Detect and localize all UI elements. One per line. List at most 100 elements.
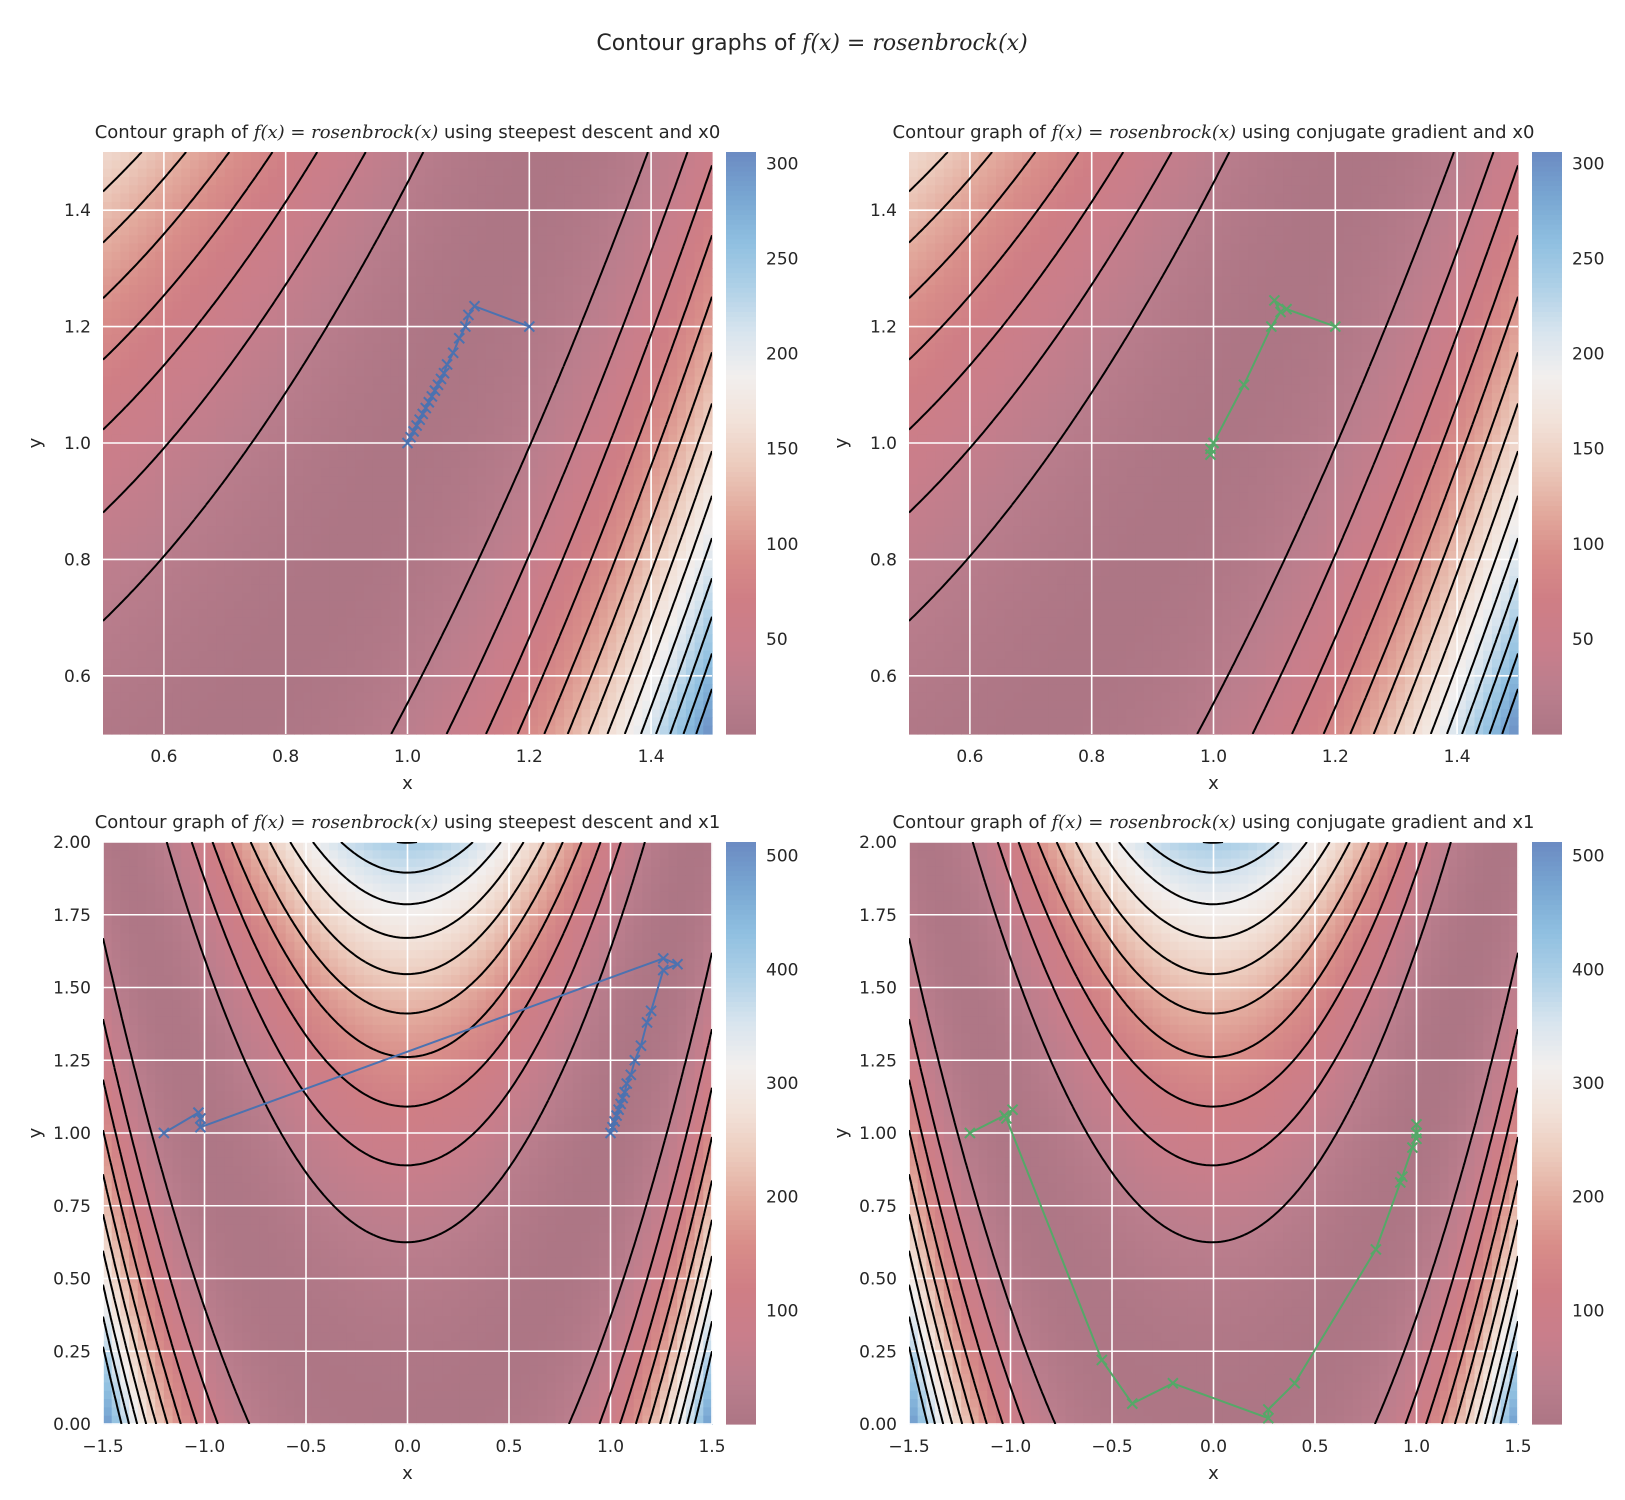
- heatmap-cell: [486, 219, 495, 228]
- heatmap-cell: [294, 243, 303, 252]
- heatmap-cell: [312, 418, 321, 427]
- heatmap-cell: [216, 643, 225, 652]
- heatmap-cell: [303, 643, 312, 652]
- heatmap-cell: [416, 443, 425, 452]
- heatmap-cell: [529, 368, 538, 377]
- heatmap-cell: [495, 260, 504, 269]
- heatmap-cell: [312, 460, 321, 469]
- heatmap-cell: [347, 684, 356, 693]
- heatmap-cell: [312, 651, 321, 660]
- heatmap-cell: [234, 227, 243, 236]
- heatmap-cell: [199, 684, 208, 693]
- heatmap-cell: [120, 684, 129, 693]
- heatmap-cell: [373, 426, 382, 435]
- heatmap-cell: [608, 634, 617, 643]
- heatmap-cell: [303, 185, 312, 194]
- heatmap-cell: [512, 194, 521, 203]
- heatmap-cell: [460, 609, 469, 618]
- heatmap-cell: [103, 717, 112, 726]
- heatmap-cell: [260, 701, 269, 710]
- heatmap-cell: [199, 169, 208, 178]
- heatmap-cell: [381, 260, 390, 269]
- heatmap-cell: [190, 169, 199, 178]
- heatmap-cell: [669, 493, 678, 502]
- heatmap-cell: [538, 385, 547, 394]
- heatmap-cell: [355, 476, 364, 485]
- heatmap-cell: [503, 634, 512, 643]
- heatmap-cell: [251, 601, 260, 610]
- heatmap-cell: [442, 676, 451, 685]
- heatmap-cell: [190, 534, 199, 543]
- heatmap-cell: [460, 468, 469, 477]
- heatmap-cell: [129, 651, 138, 660]
- heatmap-cell: [164, 651, 173, 660]
- heatmap-cell: [416, 268, 425, 277]
- heatmap-cell: [660, 501, 669, 510]
- heatmap-cell: [381, 177, 390, 186]
- heatmap-cell: [547, 443, 556, 452]
- heatmap-cell: [608, 451, 617, 460]
- heatmap-cell: [355, 601, 364, 610]
- heatmap-cell: [495, 327, 504, 336]
- heatmap-cell: [582, 584, 591, 593]
- heatmap-cell: [364, 293, 373, 302]
- heatmap-cell: [355, 543, 364, 552]
- heatmap-cell: [173, 169, 182, 178]
- heatmap-cell: [555, 518, 564, 527]
- heatmap-cell: [294, 285, 303, 294]
- heatmap-cell: [468, 609, 477, 618]
- heatmap-cell: [703, 227, 712, 236]
- heatmap-cell: [468, 185, 477, 194]
- heatmap-cell: [451, 443, 460, 452]
- heatmap-cell: [477, 485, 486, 494]
- heatmap-cell: [634, 534, 643, 543]
- y-axis-label: y: [25, 437, 46, 448]
- heatmap-cell: [173, 593, 182, 602]
- heatmap-cell: [564, 568, 573, 577]
- heatmap-cell: [173, 485, 182, 494]
- heatmap-cell: [181, 709, 190, 718]
- heatmap-cell: [616, 310, 625, 319]
- heatmap-cell: [338, 260, 347, 269]
- heatmap-cell: [286, 651, 295, 660]
- heatmap-cell: [408, 651, 417, 660]
- heatmap-cell: [364, 368, 373, 377]
- heatmap-cell: [260, 451, 269, 460]
- heatmap-cell: [434, 227, 443, 236]
- heatmap-cell: [251, 651, 260, 660]
- heatmap-cell: [173, 243, 182, 252]
- heatmap-cell: [251, 510, 260, 519]
- heatmap-cell: [338, 559, 347, 568]
- heatmap-cell: [373, 493, 382, 502]
- heatmap-cell: [660, 177, 669, 186]
- heatmap-cell: [442, 401, 451, 410]
- heatmap-cell: [477, 352, 486, 361]
- heatmap-cell: [425, 443, 434, 452]
- heatmap-cell: [260, 476, 269, 485]
- heatmap-cell: [120, 526, 129, 535]
- heatmap-cell: [390, 177, 399, 186]
- heatmap-cell: [590, 410, 599, 419]
- heatmap-cell: [251, 576, 260, 585]
- heatmap-cell: [468, 443, 477, 452]
- heatmap-cell: [120, 692, 129, 701]
- heatmap-cell: [373, 451, 382, 460]
- heatmap-cell: [564, 526, 573, 535]
- heatmap-cell: [364, 717, 373, 726]
- heatmap-cell: [129, 185, 138, 194]
- heatmap-cell: [416, 343, 425, 352]
- heatmap-cell: [103, 310, 112, 319]
- heatmap-cell: [347, 543, 356, 552]
- heatmap-cell: [425, 243, 434, 252]
- heatmap-cell: [251, 210, 260, 219]
- heatmap-cell: [599, 152, 608, 161]
- heatmap-cell: [338, 410, 347, 419]
- heatmap-cell: [390, 692, 399, 701]
- heatmap-cell: [608, 152, 617, 161]
- heatmap-cell: [460, 543, 469, 552]
- heatmap-cell: [164, 343, 173, 352]
- heatmap-cell: [669, 476, 678, 485]
- heatmap-cell: [529, 510, 538, 519]
- heatmap-cell: [347, 643, 356, 652]
- colorbar-cell: [726, 220, 756, 225]
